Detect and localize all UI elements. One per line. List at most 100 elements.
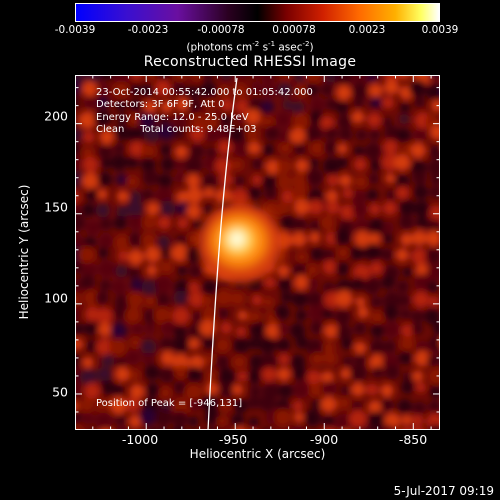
texture-blob xyxy=(75,127,83,143)
texture-blob xyxy=(309,321,324,335)
texture-blob xyxy=(155,186,173,205)
texture-blob xyxy=(310,97,326,113)
texture-blob xyxy=(205,382,219,396)
texture-blob xyxy=(368,173,379,185)
texture-blob xyxy=(251,174,263,185)
texture-blob xyxy=(127,249,144,266)
texture-blob xyxy=(75,142,81,156)
texture-blob xyxy=(172,81,187,96)
texture-blob xyxy=(291,101,305,115)
texture-blob xyxy=(351,110,365,124)
texture-blob xyxy=(127,266,141,280)
texture-blob xyxy=(395,248,409,262)
texture-blob xyxy=(320,115,335,130)
texture-blob xyxy=(261,367,277,382)
texture-blob xyxy=(100,380,115,395)
texture-blob xyxy=(398,294,411,307)
texture-blob xyxy=(95,291,109,305)
rhessi-image xyxy=(75,75,440,430)
colorbar-units: (photons cm-2 s-1 asec-2) xyxy=(186,40,314,54)
texture-blob xyxy=(114,124,130,141)
texture-blob xyxy=(235,326,247,337)
texture-blob xyxy=(75,323,84,335)
texture-blob xyxy=(189,126,206,142)
texture-blob xyxy=(261,75,276,84)
texture-blob xyxy=(291,184,309,202)
texture-blob xyxy=(101,353,115,367)
texture-blob xyxy=(217,85,230,99)
texture-blob xyxy=(143,125,161,143)
texture-blob xyxy=(323,140,338,155)
texture-blob xyxy=(427,424,440,430)
texture-blob xyxy=(304,75,322,84)
texture-blob xyxy=(202,75,214,81)
texture-blob xyxy=(157,235,171,249)
texture-blob xyxy=(399,336,415,352)
texture-blob xyxy=(201,294,214,306)
texture-blob xyxy=(95,398,109,412)
texture-blob xyxy=(159,246,173,259)
texture-blob xyxy=(281,190,295,204)
texture-blob xyxy=(82,156,99,173)
texture-blob xyxy=(116,173,128,186)
texture-blob xyxy=(341,337,354,350)
texture-blob xyxy=(292,112,310,130)
texture-blob xyxy=(84,382,101,400)
texture-blob xyxy=(113,216,128,230)
texture-blob xyxy=(203,187,215,199)
texture-blob xyxy=(261,100,275,114)
texture-blob xyxy=(160,320,175,335)
texture-blob xyxy=(265,323,281,339)
texture-blob xyxy=(174,145,188,159)
texture-blob xyxy=(382,201,397,216)
texture-blob xyxy=(144,364,160,381)
texture-blob xyxy=(177,265,188,276)
texture-blob xyxy=(201,279,219,296)
texture-blob xyxy=(237,371,248,382)
texture-blob xyxy=(75,307,80,322)
texture-blob xyxy=(320,82,334,97)
texture-blob xyxy=(369,261,383,275)
image-canvas xyxy=(75,75,440,430)
texture-blob xyxy=(191,113,205,127)
texture-blob xyxy=(247,310,262,325)
emission-texture xyxy=(75,75,440,430)
texture-blob xyxy=(282,99,293,110)
texture-blob xyxy=(322,308,334,319)
texture-blob xyxy=(355,129,368,141)
texture-blob xyxy=(412,170,427,185)
texture-blob xyxy=(159,260,174,275)
texture-blob xyxy=(113,304,129,321)
texture-blob xyxy=(380,383,394,398)
texture-blob xyxy=(82,131,95,143)
texture-blob xyxy=(310,352,324,366)
texture-blob xyxy=(381,116,393,128)
texture-blob xyxy=(411,230,427,246)
texture-blob xyxy=(353,145,365,157)
texture-blob xyxy=(335,100,349,114)
texture-blob xyxy=(425,84,440,101)
texture-blob xyxy=(112,81,130,99)
texture-blob xyxy=(425,230,440,247)
texture-blob xyxy=(336,156,348,169)
texture-blob xyxy=(234,175,245,187)
texture-blob xyxy=(429,384,440,398)
texture-blob xyxy=(204,354,216,366)
texture-blob xyxy=(290,354,306,370)
texture-blob xyxy=(84,306,101,323)
texture-blob xyxy=(293,142,307,155)
texture-blob xyxy=(154,79,171,96)
texture-blob xyxy=(413,128,427,142)
texture-blob xyxy=(251,81,263,93)
texture-blob xyxy=(184,156,203,175)
texture-blob xyxy=(153,306,172,324)
texture-blob xyxy=(409,79,427,97)
texture-blob xyxy=(305,124,323,143)
texture-blob xyxy=(236,113,248,124)
x-axis-label: Heliocentric X (arcsec) xyxy=(189,447,326,461)
texture-blob xyxy=(351,190,366,205)
texture-blob xyxy=(186,232,200,245)
texture-blob xyxy=(425,248,440,264)
texture-blob xyxy=(410,310,424,323)
texture-blob xyxy=(368,218,386,235)
